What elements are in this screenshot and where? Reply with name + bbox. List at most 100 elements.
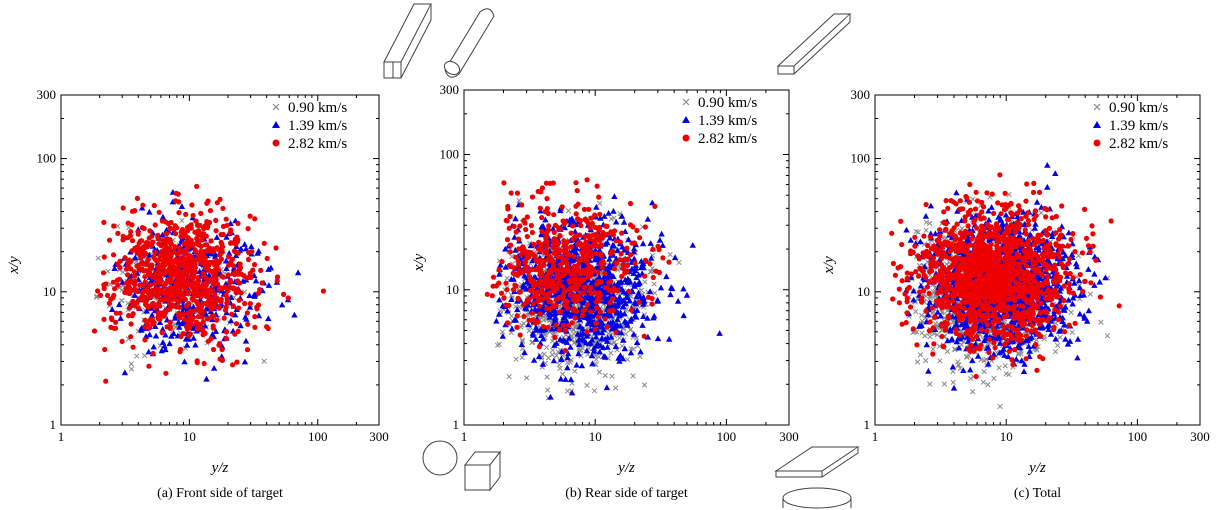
flat-plate-icon [775,470,823,478]
data-point-090 [980,379,986,385]
data-point-282 [143,250,149,256]
data-point-282 [195,222,201,228]
data-point-139 [242,337,250,344]
x-tick-label: 300 [369,429,389,444]
data-point-282 [124,266,130,272]
data-point-139 [927,202,935,209]
data-point-282 [496,267,502,273]
data-point-282 [161,282,167,288]
data-point-090 [623,331,629,337]
data-point-282 [216,342,222,348]
data-point-282 [195,228,202,234]
data-point-090 [128,361,134,367]
data-point-282 [514,324,520,330]
data-point-282 [200,291,206,297]
fragment-shape-illustrations [383,3,860,509]
data-point-282 [568,285,574,291]
data-point-090 [526,328,532,334]
flat-disk-icon [782,487,852,509]
data-point-282 [156,209,162,215]
data-point-282 [543,180,550,186]
data-point-282 [109,317,115,323]
data-point-282 [560,322,567,328]
data-point-282 [189,202,195,208]
data-point-139 [163,226,170,233]
data-point-282 [522,220,528,226]
data-point-282 [510,287,517,293]
data-point-282 [597,297,603,303]
data-point-139 [180,304,188,311]
data-point-282 [146,235,152,241]
data-point-282 [252,324,258,330]
data-point-282 [537,311,543,317]
data-point-282 [553,297,559,303]
data-point-282 [152,281,158,287]
data-point-139 [117,315,124,321]
data-point-282 [632,260,638,266]
data-point-282 [557,233,563,239]
data-point-139 [203,375,210,382]
data-point-282 [628,252,634,258]
data-point-282 [504,287,510,293]
data-point-282 [514,313,520,319]
data-point-282 [179,258,185,264]
data-point-282 [108,296,114,302]
data-point-139 [183,341,191,348]
data-point-282 [189,296,195,302]
data-point-282 [145,272,151,278]
data-point-282 [624,245,630,251]
data-point-282 [117,310,123,316]
data-point-282 [535,319,541,325]
data-point-282 [105,292,111,298]
data-point-282 [102,346,108,353]
data-point-282 [656,247,662,253]
data-point-282 [182,286,188,292]
data-point-139 [656,236,664,243]
data-point-282 [236,305,242,311]
data-point-282 [97,292,104,298]
data-point-282 [176,245,182,251]
data-point-282 [535,188,541,195]
data-point-282 [227,230,233,236]
data-point-282 [122,255,128,261]
data-point-090 [506,374,512,380]
data-point-282 [135,305,142,311]
data-point-139 [161,342,168,349]
data-point-090 [1068,309,1074,316]
data-point-282 [219,248,225,254]
data-point-139 [146,331,153,338]
data-point-282 [515,258,521,264]
data-point-282 [155,232,161,238]
data-point-282 [111,292,117,298]
data-point-282 [172,244,178,250]
data-point-282 [597,211,603,217]
data-point-282 [636,299,642,305]
data-point-090 [941,381,948,387]
data-point-139 [213,234,221,240]
data-point-282 [649,301,655,307]
data-point-090 [120,269,126,275]
data-point-139 [208,316,216,323]
data-point-282 [178,333,184,340]
data-point-282 [539,270,545,276]
data-point-139 [666,335,673,342]
data-point-282 [501,295,507,301]
data-point-282 [218,232,224,238]
data-point-282 [613,238,619,244]
data-point-282 [608,251,614,257]
data-point-282 [247,301,253,307]
data-point-282 [585,247,591,253]
data-point-282 [557,326,563,332]
data-point-282 [233,321,240,327]
data-point-282 [544,239,550,245]
data-point-282 [588,309,594,315]
data-point-139 [241,358,249,365]
data-point-282 [141,268,147,274]
data-point-282 [537,205,543,211]
data-point-282 [129,248,135,254]
data-point-090 [1069,329,1075,336]
data-point-282 [179,227,186,233]
data-point-282 [163,370,169,376]
data-point-139 [564,364,571,371]
